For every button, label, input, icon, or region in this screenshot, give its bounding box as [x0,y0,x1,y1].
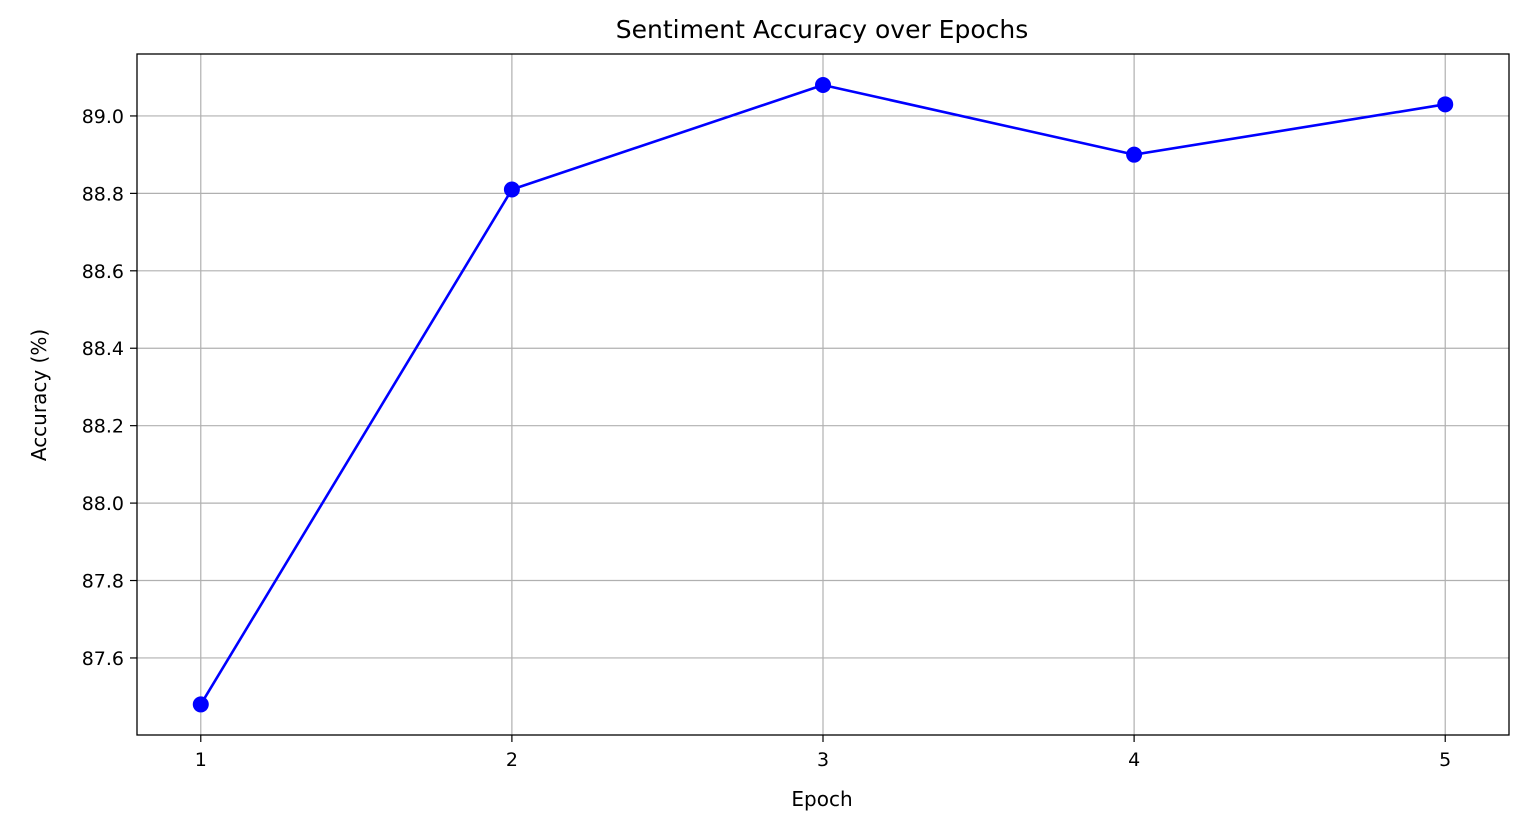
data-point [1126,146,1143,163]
x-tick-label: 1 [195,749,207,771]
data-point [815,76,831,93]
x-tick-label: 2 [506,749,518,771]
x-tick-label: 4 [1128,749,1140,771]
data-point [192,696,209,713]
x-tick-label: 3 [817,749,829,771]
data-point [1437,96,1454,113]
y-axis-ticks: 87.6 87.8 88.0 88.2 88.4 88.6 88.8 89.0 [82,106,137,670]
grid-lines [137,54,1509,735]
y-axis-label: Accuracy (%) [27,329,51,461]
x-tick-label: 5 [1439,749,1451,771]
y-tick-label: 87.8 [82,571,124,593]
y-tick-label: 87.6 [82,648,124,670]
y-tick-label: 88.0 [82,493,124,515]
y-tick-label: 88.4 [82,338,124,360]
chart-title: Sentiment Accuracy over Epochs [616,15,1029,44]
y-tick-label: 89.0 [82,106,124,128]
x-axis-ticks: 1 2 3 4 5 [195,735,1451,771]
y-tick-label: 88.6 [82,261,124,283]
data-series [192,76,1454,713]
y-tick-label: 88.2 [82,416,124,438]
y-tick-label: 88.8 [82,183,124,205]
data-point [503,181,520,198]
x-axis-label: Epoch [791,787,852,811]
